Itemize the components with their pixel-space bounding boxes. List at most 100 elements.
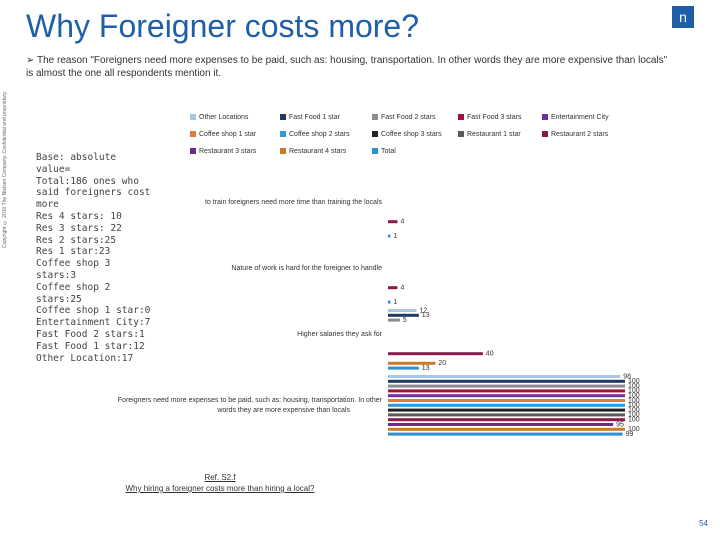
bar [388,394,625,398]
note-line: Res 3 stars: 22 [36,222,122,234]
value-label: 100 [628,407,640,414]
value-label: 13 [422,312,430,319]
bar [388,318,400,322]
value-label: 13 [422,365,430,372]
legend-label: Entertainment City [551,114,609,121]
value-label: 5 [403,317,407,324]
note-line: Res 4 stars: 10 [36,210,122,222]
legend-label: Restaurant 4 stars [289,148,347,155]
ref-line: Ref. S2.f [204,473,236,482]
bar [388,379,625,383]
value-label: 4 [400,219,404,226]
bar [388,286,398,290]
note-line: Other Location:17 [36,352,134,364]
bar [388,418,625,422]
value-label: 100 [628,426,640,433]
bar [388,220,398,224]
value-label: 98 [623,373,631,380]
slide-title: Why Foreigner costs more? [26,8,420,44]
value-label: 100 [628,383,640,390]
legend-label: Total [381,148,396,155]
value-label: 4 [400,285,404,292]
ref-line: Why hiring a foreigner costs more than h… [125,484,315,493]
category-label: to train foreigners need more time than … [205,199,383,206]
legend-swatch [372,148,378,154]
note-line: Total:186 ones who said foreigners cost … [36,175,151,211]
note-line: Coffee shop 1 star:0 [36,305,151,317]
legend-swatch [190,148,196,154]
category-label: Foreigners need more expenses to be paid… [118,397,383,414]
legend-label: Fast Food 1 star [289,114,341,121]
value-label: 100 [628,397,640,404]
value-label: 100 [628,402,640,409]
value-label: 100 [628,388,640,395]
page-number: 54 [699,519,708,528]
bar [388,423,614,426]
legend-swatch [458,131,464,137]
bar [388,234,391,238]
bullet-text: The reason "Foreigners need more expense… [26,55,668,79]
note-line: Res 2 stars:25 [36,234,117,246]
value-label: 100 [628,412,640,419]
value-label: 12 [419,307,427,314]
bar [388,366,419,370]
value-label: 40 [486,351,494,358]
legend-swatch [542,131,548,137]
bar [388,389,625,393]
legend-swatch [372,114,378,120]
legend-swatch [280,114,286,120]
note-line: Coffee shop 2 stars:25 [36,281,111,305]
legend-swatch [458,114,464,120]
note-line: Base: absolute value= [36,152,117,175]
note-line: Fast Food 2 stars:1 [36,328,145,340]
note-line: Res 1 star:23 [36,246,111,258]
bar [388,300,391,304]
value-label: 95 [616,421,624,428]
bar [388,399,625,402]
legend-label: Restaurant 3 stars [199,148,257,155]
bar [388,375,621,378]
legend-label: Restaurant 2 stars [551,131,609,138]
value-label: 20 [438,360,446,367]
legend-label: Coffee shop 3 stars [381,131,442,138]
bar [388,413,625,417]
bullet: ➢ The reason "Foreigners need more expen… [26,55,668,79]
note-line: Entertainment City:7 [36,317,151,329]
value-label: 1 [393,233,397,240]
bar [388,309,417,312]
value-label: 99 [626,431,634,438]
category-label: Higher salaries they ask for [297,331,382,338]
bar [388,361,436,365]
category-label: Nature of work is hard for the foreigner… [231,265,382,272]
note-line: Fast Food 1 star:12 [36,340,145,352]
bar [388,313,419,317]
logo: n [672,6,694,28]
value-label: 1 [393,299,397,306]
legend-swatch [280,148,286,154]
value-label: 100 [628,378,640,385]
legend-label: Fast Food 2 stars [381,114,436,121]
legend-label: Restaurant 1 star [467,131,521,138]
note-line: Coffee shop 3 stars:3 [36,258,111,281]
legend-label: Fast Food 3 stars [467,114,522,121]
value-label: 100 [628,393,640,400]
reference: Ref. S2.f Why hiring a foreigner costs mo… [100,472,340,494]
legend-swatch [372,131,378,137]
bar [388,352,483,356]
value-label: 100 [628,417,640,424]
legend-swatch [190,114,196,120]
bar [388,432,623,436]
legend-swatch [542,114,548,120]
bar [388,408,625,412]
legend-label: Coffee shop 2 stars [289,131,350,138]
bar [388,384,625,388]
notes: Base: absolute value= Total:186 ones who … [36,152,154,364]
legend-label: Coffee shop 1 star [199,131,257,138]
bar [388,403,625,407]
bar [388,427,625,431]
legend-swatch [280,131,286,137]
legend-swatch [190,131,196,137]
legend-label: Other Locations [199,114,249,121]
